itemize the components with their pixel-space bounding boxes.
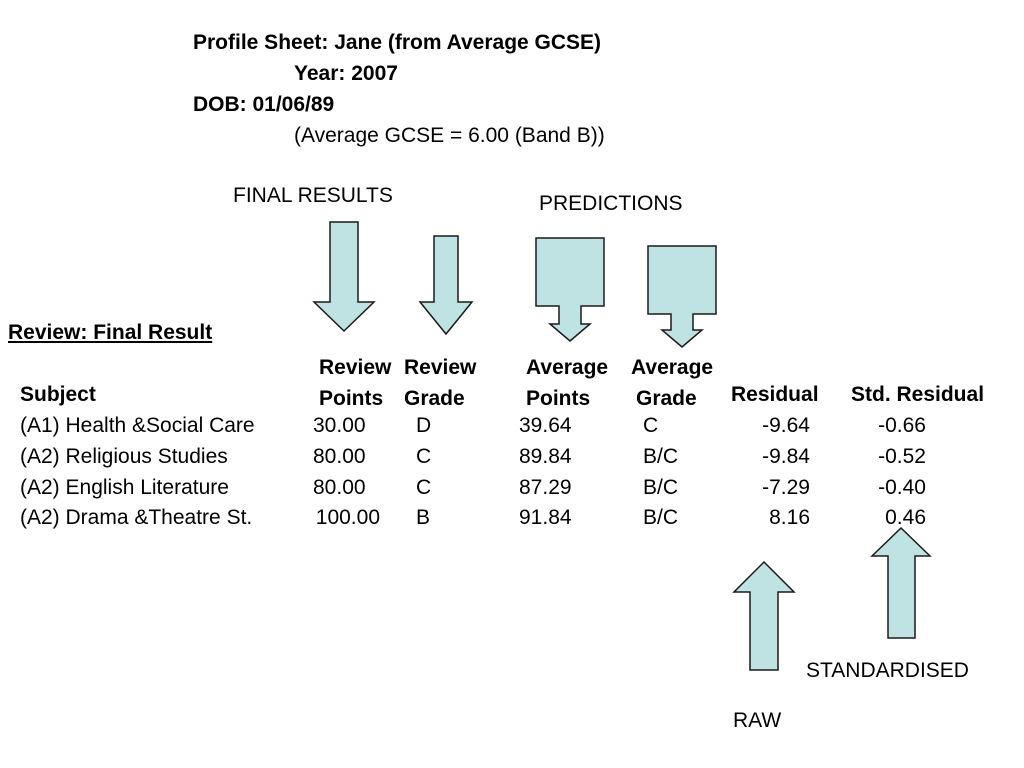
cell-review-grade: C: [416, 476, 432, 499]
up-arrow-raw-icon: [732, 560, 796, 671]
cell-review-grade: B: [416, 506, 431, 529]
header-line: Average: [526, 356, 609, 379]
cell-review-grade: D: [416, 414, 432, 437]
down-arrow-average-grade-icon: [647, 245, 717, 348]
cell-average-points: 39.64: [519, 414, 572, 437]
profile-title: Profile Sheet: Jane (from Average GCSE): [193, 31, 602, 54]
cell-subject: (A2) Religious Studies: [20, 445, 228, 468]
cell-review-grade: C: [416, 445, 432, 468]
final-results-label: FINAL RESULTS: [233, 184, 393, 207]
cell-average-grade: C: [643, 414, 659, 437]
cell-review-points: 100.00: [315, 506, 380, 529]
raw-label: RAW: [733, 709, 782, 732]
column-header-std-residual: Std. Residual: [851, 383, 985, 406]
cell-average-grade: B/C: [643, 476, 679, 499]
standardised-label: STANDARDISED: [806, 659, 969, 682]
cell-residual: 8.16: [769, 506, 810, 529]
down-arrow-average-points-icon: [535, 237, 605, 342]
column-header-average-grade: Average Grade: [631, 352, 713, 414]
cell-residual: -9.64: [762, 414, 810, 437]
header-line: Points: [526, 387, 591, 410]
cell-subject: (A2) English Literature: [20, 476, 229, 499]
down-arrow-review-grade-icon: [418, 235, 474, 336]
column-header-review-grade: Review Grade: [404, 352, 476, 414]
dob-label: DOB: 01/06/89: [193, 93, 335, 116]
header-line: Points: [319, 387, 384, 410]
header-line: Grade: [404, 387, 465, 410]
header-line: Average: [631, 356, 714, 379]
up-arrow-standardised-icon: [870, 526, 932, 639]
column-header-subject: Subject: [20, 383, 96, 406]
header-line: Review: [404, 356, 477, 379]
year-label: Year: 2007: [294, 62, 398, 85]
cell-average-points: 89.84: [519, 445, 572, 468]
column-header-review-points: Review Points: [319, 352, 391, 414]
cell-review-points: 80.00: [313, 445, 366, 468]
predictions-label: PREDICTIONS: [539, 192, 683, 215]
down-arrow-review-points-icon: [312, 221, 376, 333]
cell-average-grade: B/C: [643, 506, 679, 529]
average-gcse-label: (Average GCSE = 6.00 (Band B)): [294, 124, 605, 147]
review-title: Review: Final Result: [8, 321, 213, 344]
cell-std-residual: -0.66: [878, 414, 926, 437]
header-line: Grade: [636, 387, 697, 410]
column-header-residual: Residual: [731, 383, 819, 406]
cell-std-residual: -0.40: [878, 476, 926, 499]
cell-average-points: 87.29: [519, 476, 572, 499]
column-header-average-points: Average Points: [526, 352, 608, 414]
cell-subject: (A1) Health &Social Care: [20, 414, 255, 437]
cell-residual: -7.29: [762, 476, 810, 499]
cell-subject: (A2) Drama &Theatre St.: [20, 506, 253, 529]
cell-residual: -9.84: [762, 445, 810, 468]
cell-average-points: 91.84: [519, 506, 572, 529]
cell-std-residual: -0.52: [878, 445, 926, 468]
cell-average-grade: B/C: [643, 445, 679, 468]
cell-review-points: 80.00: [313, 476, 366, 499]
cell-review-points: 30.00: [313, 414, 366, 437]
header-line: Review: [319, 356, 392, 379]
cell-std-residual: 0.46: [885, 506, 926, 529]
